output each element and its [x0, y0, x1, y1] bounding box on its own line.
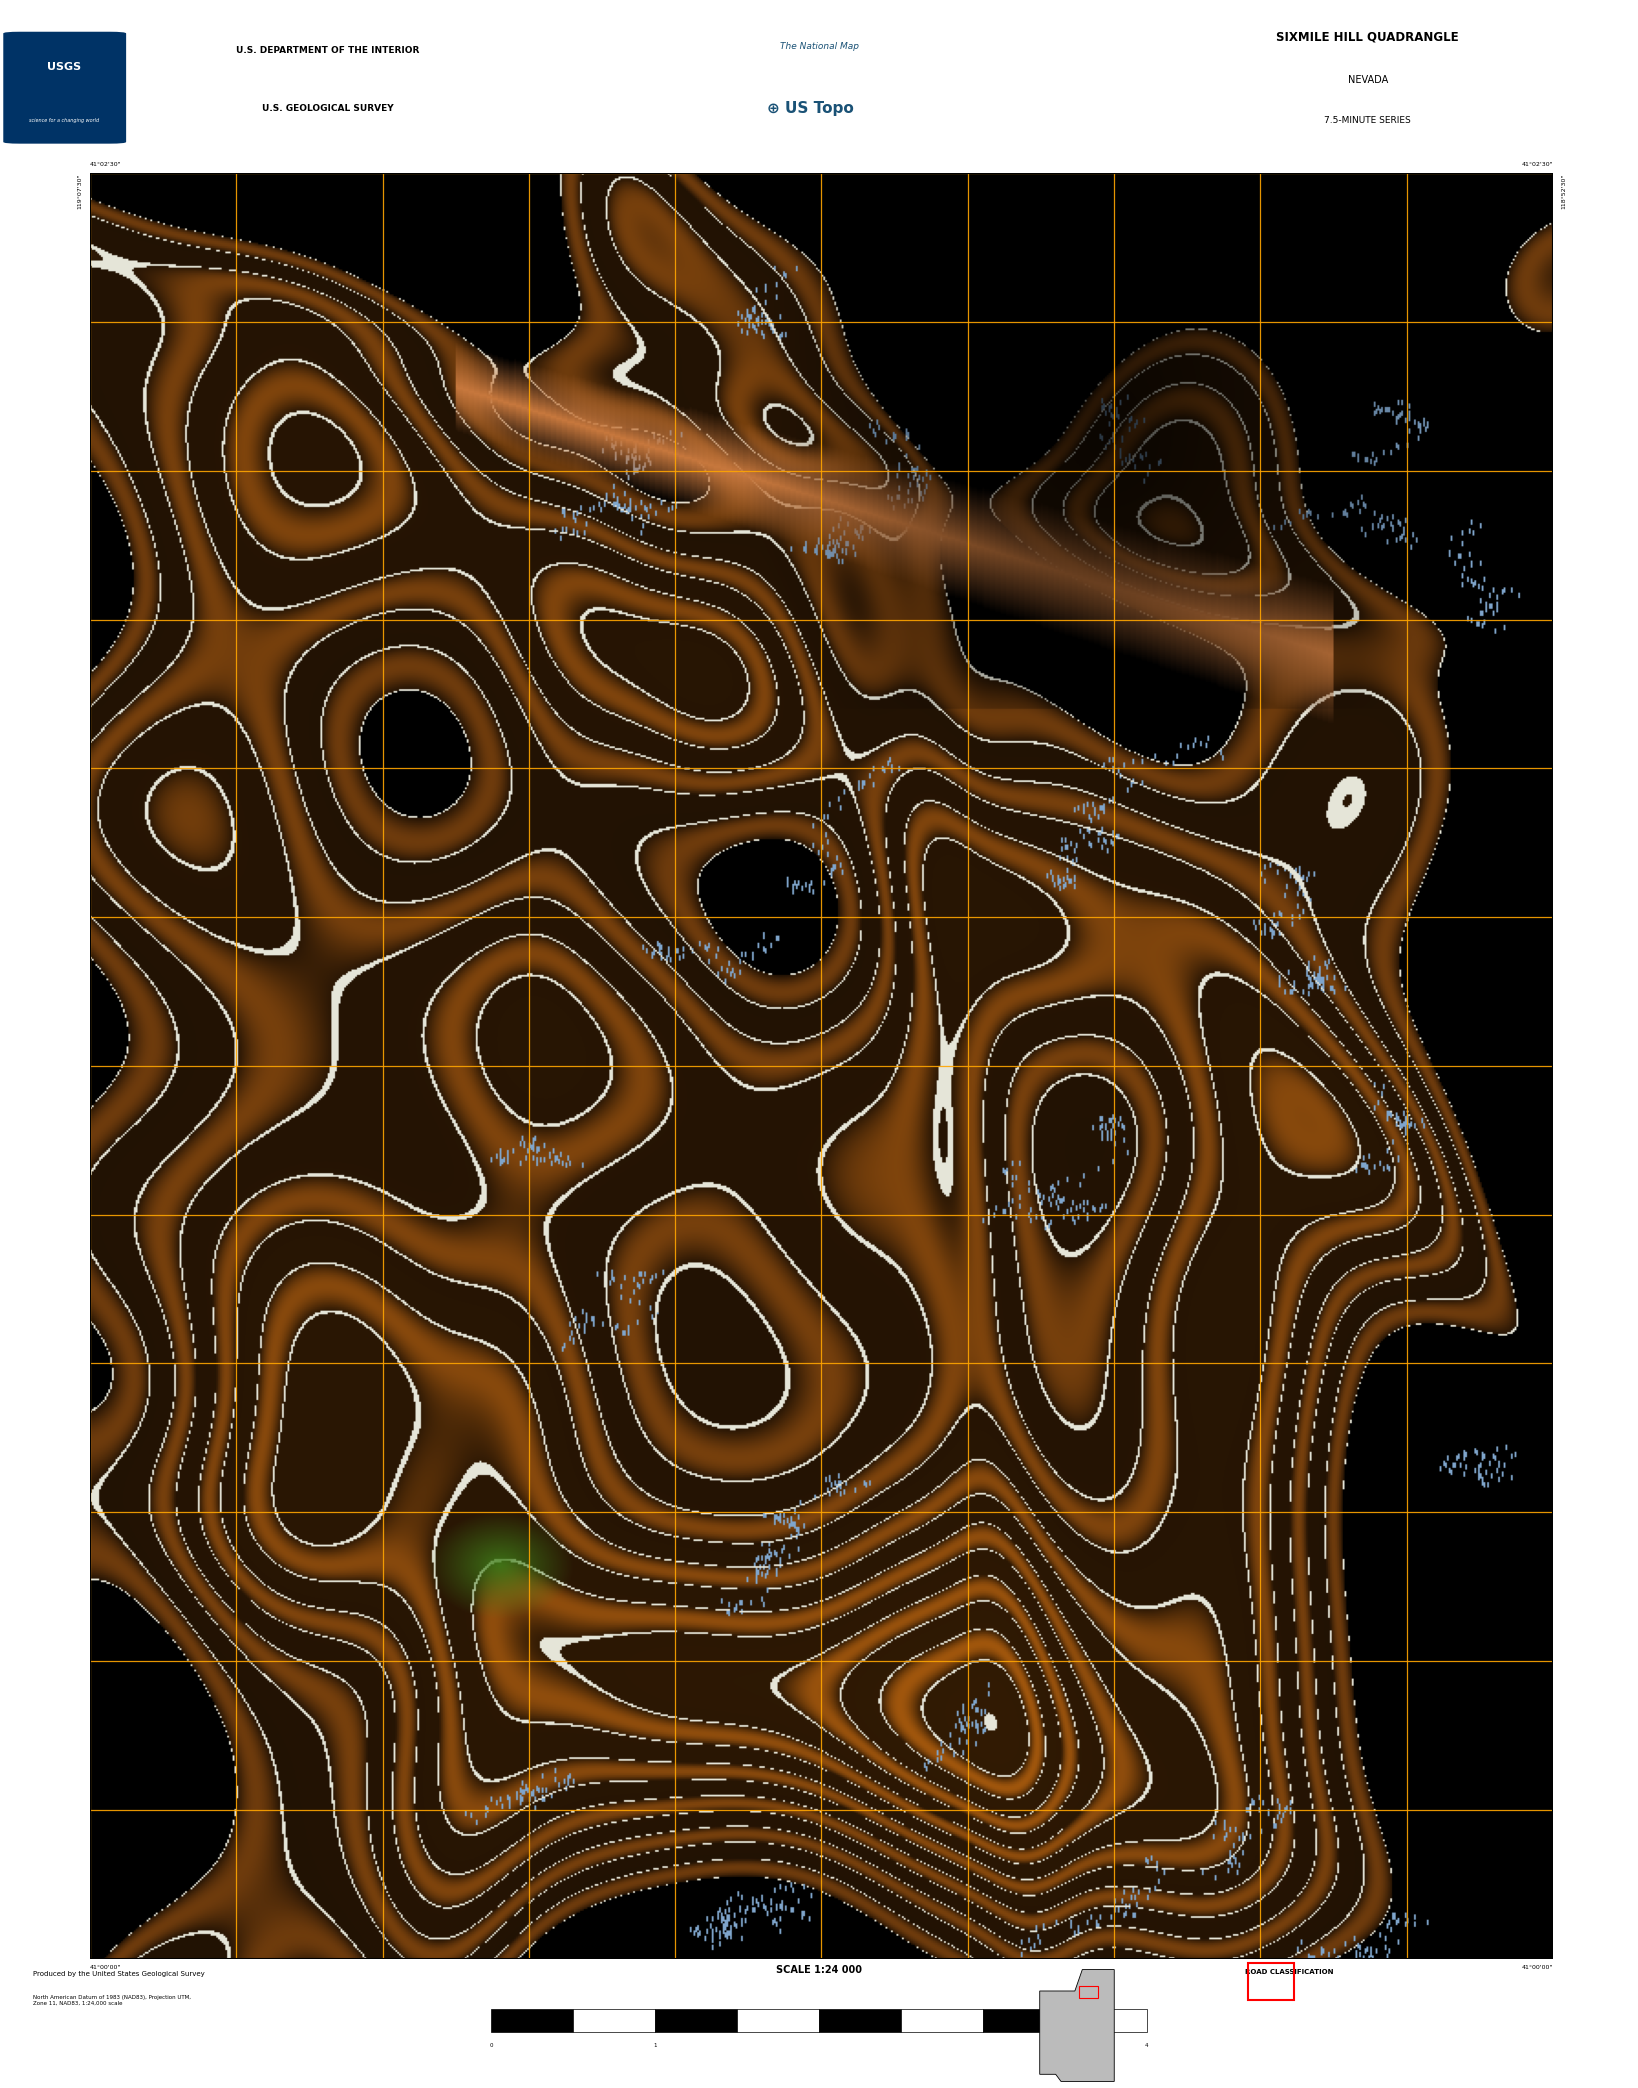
Text: 119°07'30": 119°07'30" [77, 173, 82, 209]
Text: North American Datum of 1983 (NAD83), Projection UTM,
Zone 11, NAD83, 1:24,000 s: North American Datum of 1983 (NAD83), Pr… [33, 1994, 190, 2007]
Bar [655, 2009, 737, 2032]
Text: 41°00'00": 41°00'00" [1522, 1965, 1553, 1969]
Text: ⊕ US Topo: ⊕ US Topo [768, 100, 853, 117]
Bar [491, 2009, 573, 2032]
Text: 7.5-MINUTE SERIES: 7.5-MINUTE SERIES [1325, 115, 1410, 125]
Text: SIXMILE HILL QUADRANGLE: SIXMILE HILL QUADRANGLE [1276, 29, 1459, 44]
Bar [573, 2009, 655, 2032]
Text: USGS: USGS [48, 63, 80, 71]
Bar [819, 2009, 901, 2032]
Text: The National Map: The National Map [780, 42, 858, 52]
Text: Produced by the United States Geological Survey: Produced by the United States Geological… [33, 1971, 205, 1977]
Bar [901, 2009, 983, 2032]
Text: U.S. DEPARTMENT OF THE INTERIOR: U.S. DEPARTMENT OF THE INTERIOR [236, 46, 419, 54]
Text: 41°02'30": 41°02'30" [1522, 163, 1553, 167]
Text: science for a changing world: science for a changing world [29, 117, 98, 123]
Text: 0: 0 [490, 2042, 493, 2048]
Text: 4: 4 [1145, 2042, 1148, 2048]
Bar [1065, 2009, 1147, 2032]
Text: 118°52'30": 118°52'30" [1561, 173, 1566, 209]
FancyBboxPatch shape [3, 31, 126, 144]
Text: 41°00'00": 41°00'00" [90, 1965, 121, 1969]
Bar [983, 2009, 1065, 2032]
Polygon shape [1040, 1969, 1114, 2082]
Text: SCALE 1:24 000: SCALE 1:24 000 [776, 1965, 862, 1975]
Bar [737, 2009, 819, 2032]
Text: 1: 1 [654, 2042, 657, 2048]
Text: 41°02'30": 41°02'30" [90, 163, 121, 167]
Text: ROAD CLASSIFICATION: ROAD CLASSIFICATION [1245, 1969, 1333, 1975]
Text: NEVADA: NEVADA [1348, 75, 1387, 86]
Text: U.S. GEOLOGICAL SURVEY: U.S. GEOLOGICAL SURVEY [262, 104, 393, 113]
Bar [1248, 1963, 1294, 2000]
Bar [1079, 1986, 1097, 1998]
